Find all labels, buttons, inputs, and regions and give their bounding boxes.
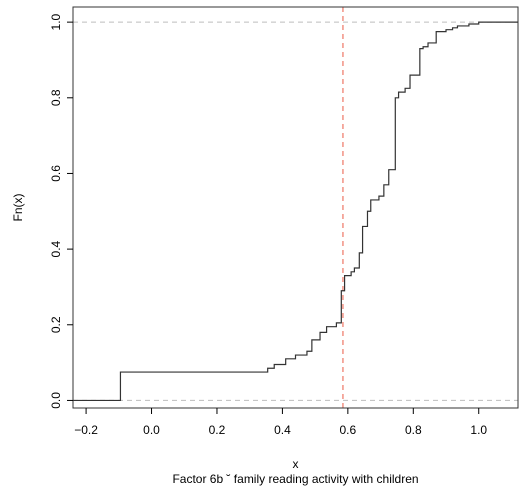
x-tick-label: 0.2 [209,423,226,437]
y-axis-label: Fn(x) [11,194,25,222]
y-tick-label: 0.4 [49,240,63,257]
y-axis: 0.0 0.2 0.4 0.6 0.8 1.0 [49,13,73,409]
x-tick-label: −0.2 [74,423,98,437]
y-tick-label: 1.0 [49,13,63,30]
x-axis-label: x [293,457,299,471]
y-tick-label: 0.2 [49,316,63,333]
x-tick-label: 0.8 [405,423,422,437]
x-tick-label: 0.0 [143,423,160,437]
x-axis-caption: Factor 6b ˘ family reading activity with… [172,472,418,486]
x-axis: −0.2 0.0 0.2 0.4 0.6 0.8 1.0 [74,408,487,437]
y-tick-label: 0.8 [49,89,63,106]
ecdf-series-line-0 [73,21,518,402]
x-tick-label: 1.0 [470,423,487,437]
x-tick-label: 0.6 [340,423,357,437]
y-tick-label: 0.6 [49,165,63,182]
y-tick-label: 0.0 [49,392,63,409]
x-tick-label: 0.4 [274,423,291,437]
plot-frame [72,6,519,409]
series-layer [73,21,518,402]
reference-lines [73,7,518,408]
